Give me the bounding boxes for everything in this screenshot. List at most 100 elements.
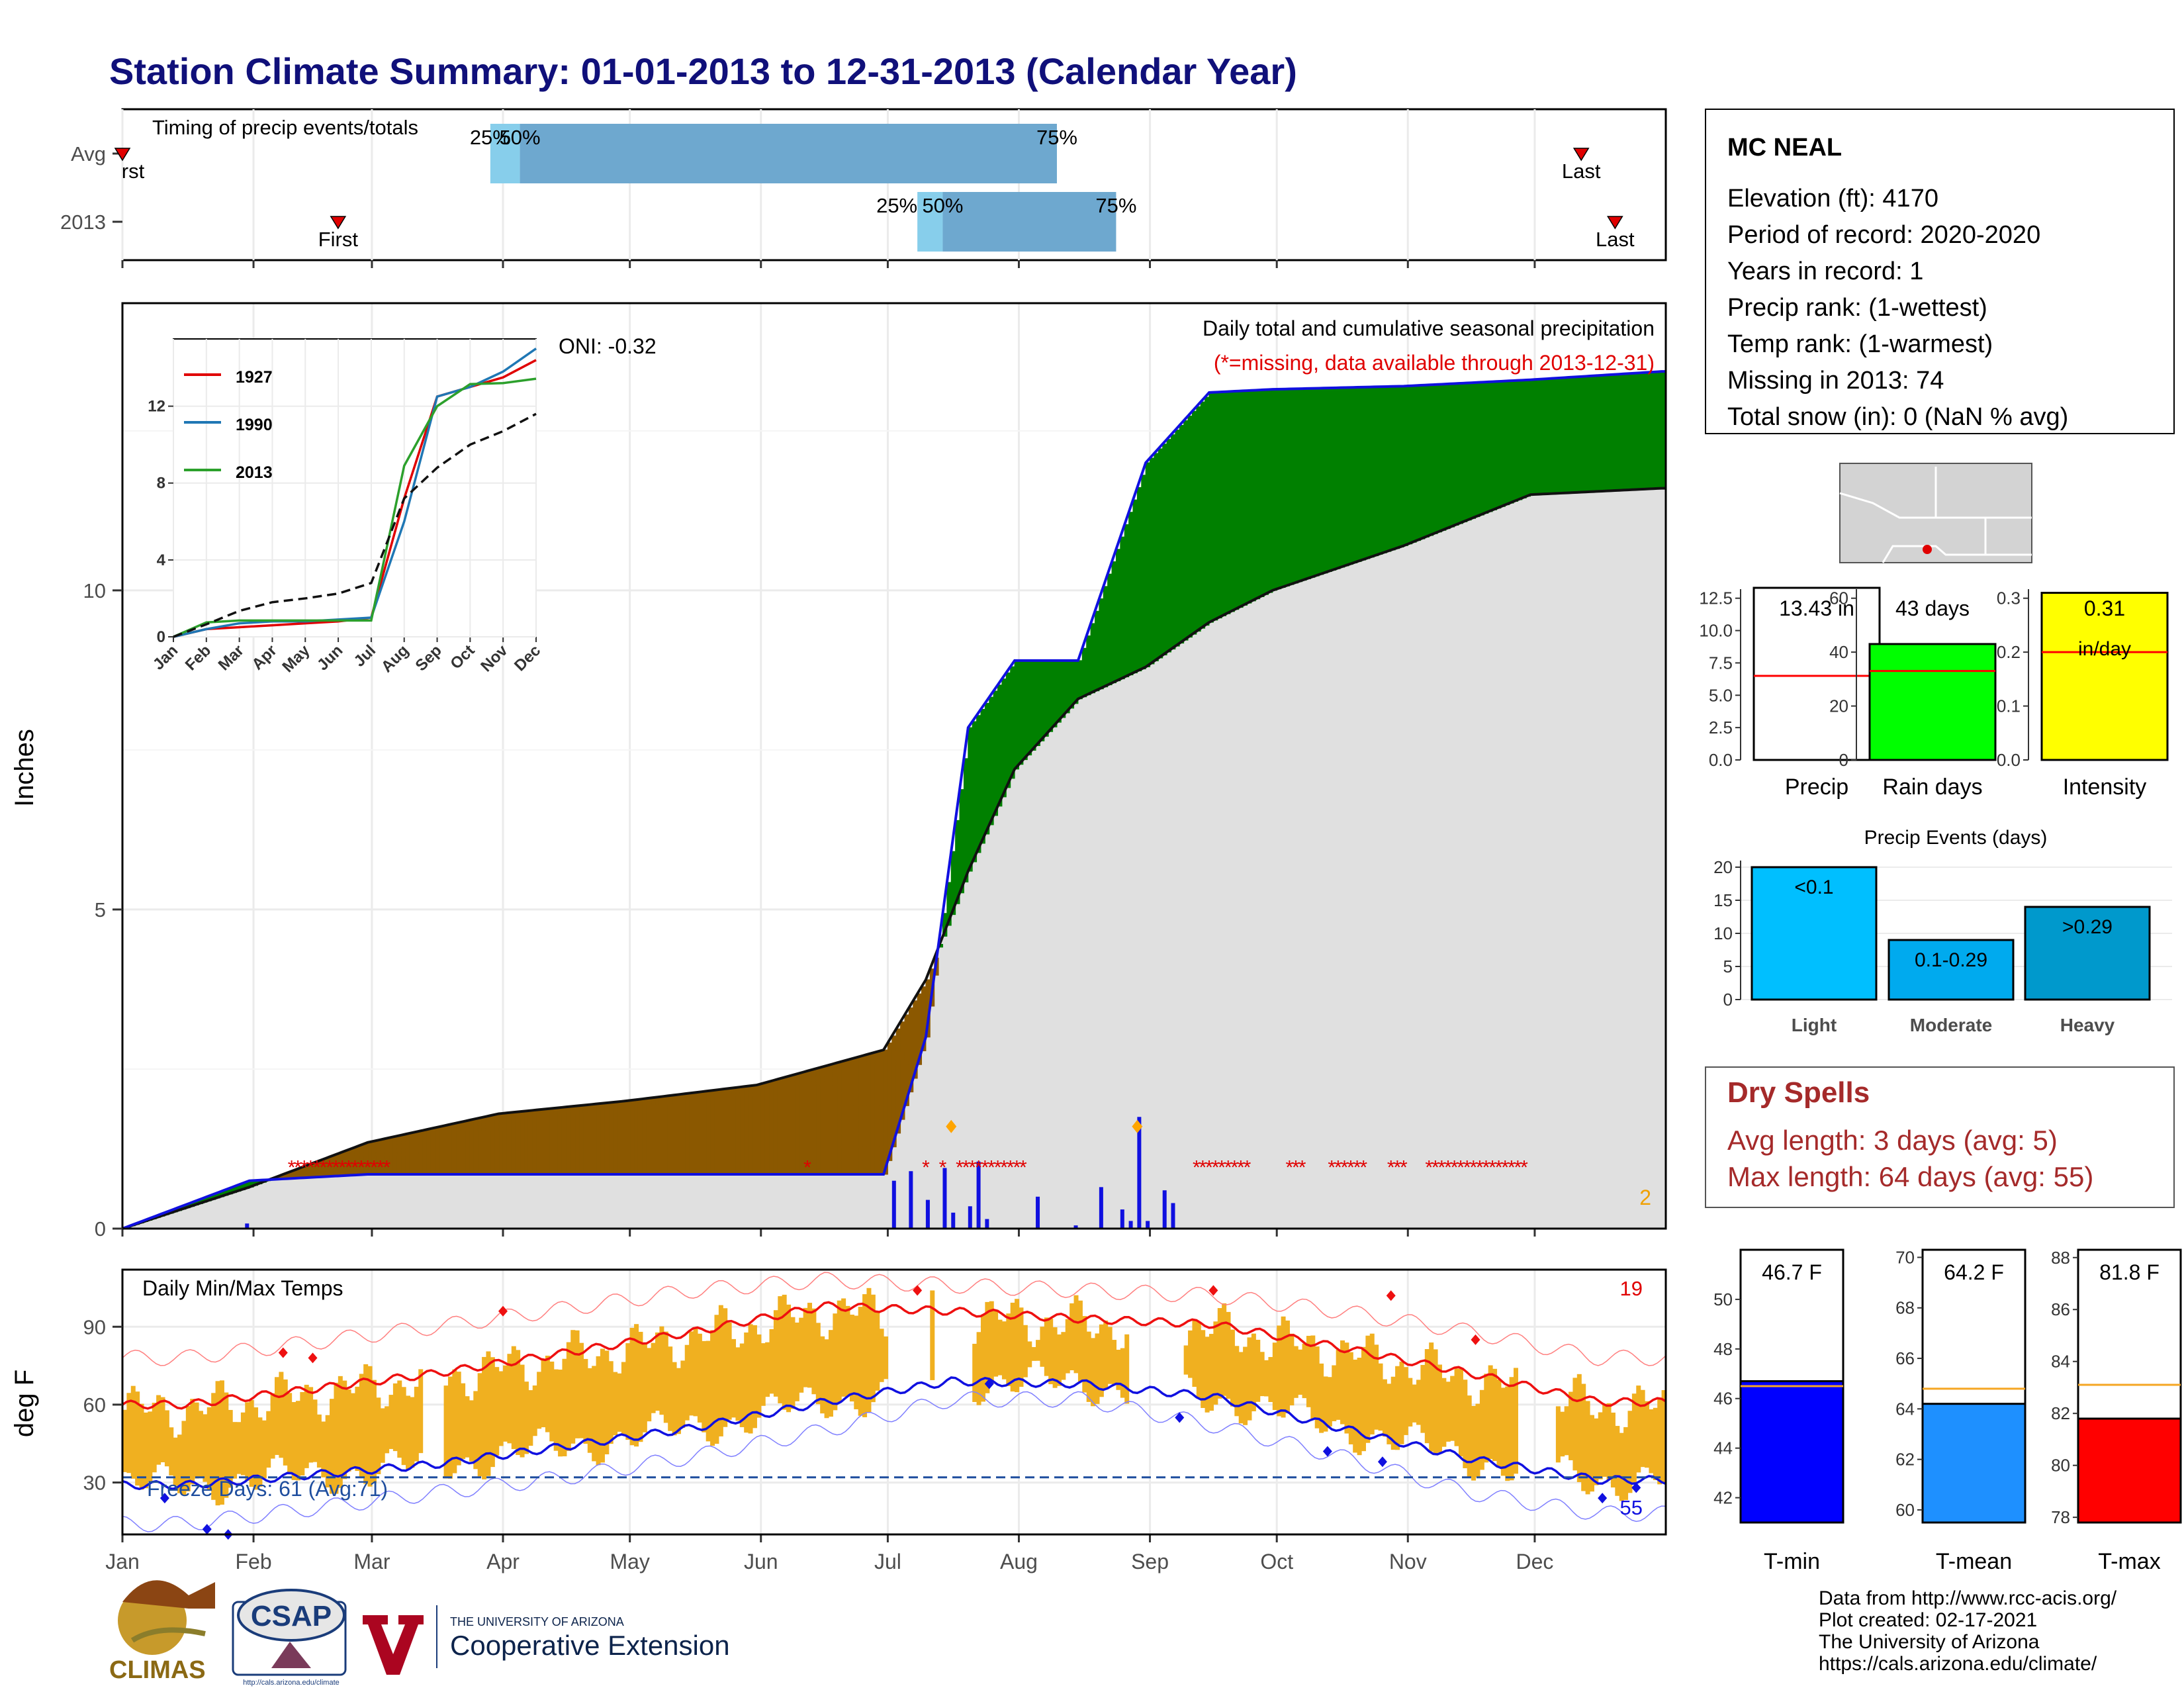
daily-temp-range-bar (359, 1374, 364, 1477)
missing-data-star: * (1007, 1157, 1015, 1179)
daily-temp-range-bar (490, 1357, 495, 1468)
daily-temp-range-bar (257, 1417, 263, 1487)
daily-temp-range-bar (1201, 1330, 1206, 1408)
temp-ylabel: deg F (10, 1370, 39, 1437)
daily-temp-range-bar (532, 1385, 537, 1436)
daily-temp-range-bar (773, 1310, 778, 1397)
mini-ytick-label: 2.5 (1709, 718, 1733, 737)
month-label-Mar: Mar (353, 1550, 390, 1573)
record-low-marker (202, 1524, 212, 1535)
daily-temp-range-bar (718, 1305, 723, 1436)
event-bar-moderate (1888, 939, 2015, 1001)
precip-ytick-label: 10 (83, 579, 106, 602)
temp-summary-label: T-mean (1936, 1549, 2012, 1574)
event-bar-label: 0.1-0.29 (1915, 949, 1987, 971)
daily-temp-range-bar (355, 1386, 360, 1472)
daily-temp-range-bar (486, 1351, 491, 1476)
precip-events-chart: Precip Events (days) 0 5 10 15 20 <0.1 Light 0.… (1713, 827, 2172, 1035)
daily-temp-range-bar (592, 1366, 597, 1462)
daily-temp-range-bar (304, 1384, 309, 1468)
daily-temp-range-bar (1602, 1403, 1608, 1477)
daily-temp-range-bar (1243, 1346, 1248, 1425)
daily-temp-range-bar (1086, 1331, 1091, 1402)
daily-temp-range-bar (600, 1348, 605, 1463)
daily-temp-range-bar (824, 1339, 829, 1419)
daily-temp-range-bar (1205, 1336, 1210, 1413)
daily-temp-range-bar (1192, 1321, 1197, 1387)
daily-temp-range-bar (760, 1343, 766, 1406)
missing-data-star: * (987, 1157, 995, 1179)
daily-temp-range-bar (1619, 1432, 1624, 1501)
daily-temp-range-bar (1226, 1311, 1231, 1399)
page-title: Station Climate Summary: 01-01-2013 to 1… (109, 50, 1297, 92)
temp-summary-ytick-label: 64 (1895, 1399, 1915, 1419)
daily-temp-range-bar (799, 1317, 804, 1393)
daily-temp-range-bar (684, 1344, 690, 1421)
last-event-label: Last (1562, 160, 1601, 183)
events-ytick-label: 20 (1713, 857, 1733, 877)
daily-precip-bar (985, 1219, 989, 1229)
daily-temp-range-bar (482, 1356, 487, 1479)
daily-temp-range-bar (312, 1399, 318, 1462)
daily-temp-range-bar (1569, 1391, 1574, 1460)
daily-temp-range-bar (833, 1313, 838, 1411)
dry-spells-title: Dry Spells (1727, 1076, 1870, 1109)
timing-label-50: 50% (922, 194, 963, 217)
daily-temp-range-bar (1069, 1303, 1075, 1371)
daily-temp-range-bar (1560, 1411, 1565, 1457)
dry-spells-avg: Avg length: 3 days (avg: 5) (1727, 1125, 2058, 1156)
daily-temp-range-bar (866, 1288, 872, 1413)
daily-temp-range-bar (638, 1331, 643, 1442)
daily-temp-range-bar (1031, 1346, 1036, 1361)
daily-temp-range-bar (185, 1405, 191, 1491)
daily-temp-range-bar (1615, 1426, 1620, 1496)
event-category-label: Heavy (2060, 1015, 2115, 1035)
missing-data-star: * (994, 1157, 1002, 1179)
daily-temp-range-bar (558, 1370, 563, 1457)
daily-temp-range-bar (562, 1358, 567, 1456)
daily-temp-range-bar (1441, 1378, 1447, 1447)
month-label-Apr: Apr (486, 1550, 520, 1573)
daily-temp-range-bar (702, 1340, 707, 1432)
mini-bar (1868, 643, 1997, 761)
daily-temp-range-bar (1387, 1383, 1392, 1444)
daily-temp-range-bar (1645, 1401, 1650, 1468)
daily-temp-range-bar (1636, 1385, 1641, 1473)
daily-temp-range-bar (1488, 1365, 1493, 1459)
daily-temp-range-bar (1103, 1320, 1109, 1389)
daily-temp-range-bar (1082, 1316, 1087, 1393)
missing-data-star: * (1237, 1157, 1245, 1179)
daily-temp-range-bar (748, 1324, 753, 1434)
daily-temp-range-bar (249, 1399, 254, 1487)
daily-temp-range-bar (1390, 1376, 1396, 1450)
inset-legend-1990: 1990 (236, 416, 273, 434)
daily-temp-range-bar (503, 1365, 508, 1442)
daily-temp-range-bar (579, 1342, 584, 1438)
daily-temp-range-bar (815, 1323, 821, 1405)
footer-website: https://cals.arizona.edu/climate/ (1819, 1653, 2097, 1675)
daily-temp-range-bar (1589, 1415, 1594, 1492)
daily-temp-range-bar (316, 1414, 322, 1468)
timing-label: Timing of precip events/totals (152, 116, 418, 139)
daily-temp-range-bar (1496, 1380, 1502, 1468)
missing-data-star: * (351, 1157, 359, 1179)
daily-temp-range-bar (731, 1338, 737, 1418)
daily-temp-range-bar (177, 1434, 183, 1493)
daily-temp-range-bar (930, 1290, 935, 1380)
csap-logo-url: http://cals.arizona.edu/climate (243, 1679, 340, 1687)
daily-temp-range-bar (1454, 1368, 1459, 1446)
daily-temp-range-bar (659, 1326, 664, 1415)
observed-cumulative-line (122, 370, 1666, 1230)
daily-temp-range-bar (406, 1395, 411, 1470)
daily-temp-range-bar (672, 1362, 677, 1436)
daily-temp-range-bar (884, 1336, 889, 1380)
daily-temp-range-bar (583, 1358, 588, 1444)
daily-temp-range-bar (1640, 1389, 1645, 1468)
daily-temp-range-bar (1424, 1349, 1430, 1444)
missing-data-star: * (1199, 1157, 1207, 1179)
daily-temp-range-bar (1450, 1376, 1455, 1441)
daily-temp-range-bar (837, 1300, 842, 1403)
climas-logo-text: CLIMAS (109, 1656, 206, 1684)
daily-precip-bar (1162, 1190, 1167, 1229)
daily-temp-range-bar (778, 1296, 783, 1403)
